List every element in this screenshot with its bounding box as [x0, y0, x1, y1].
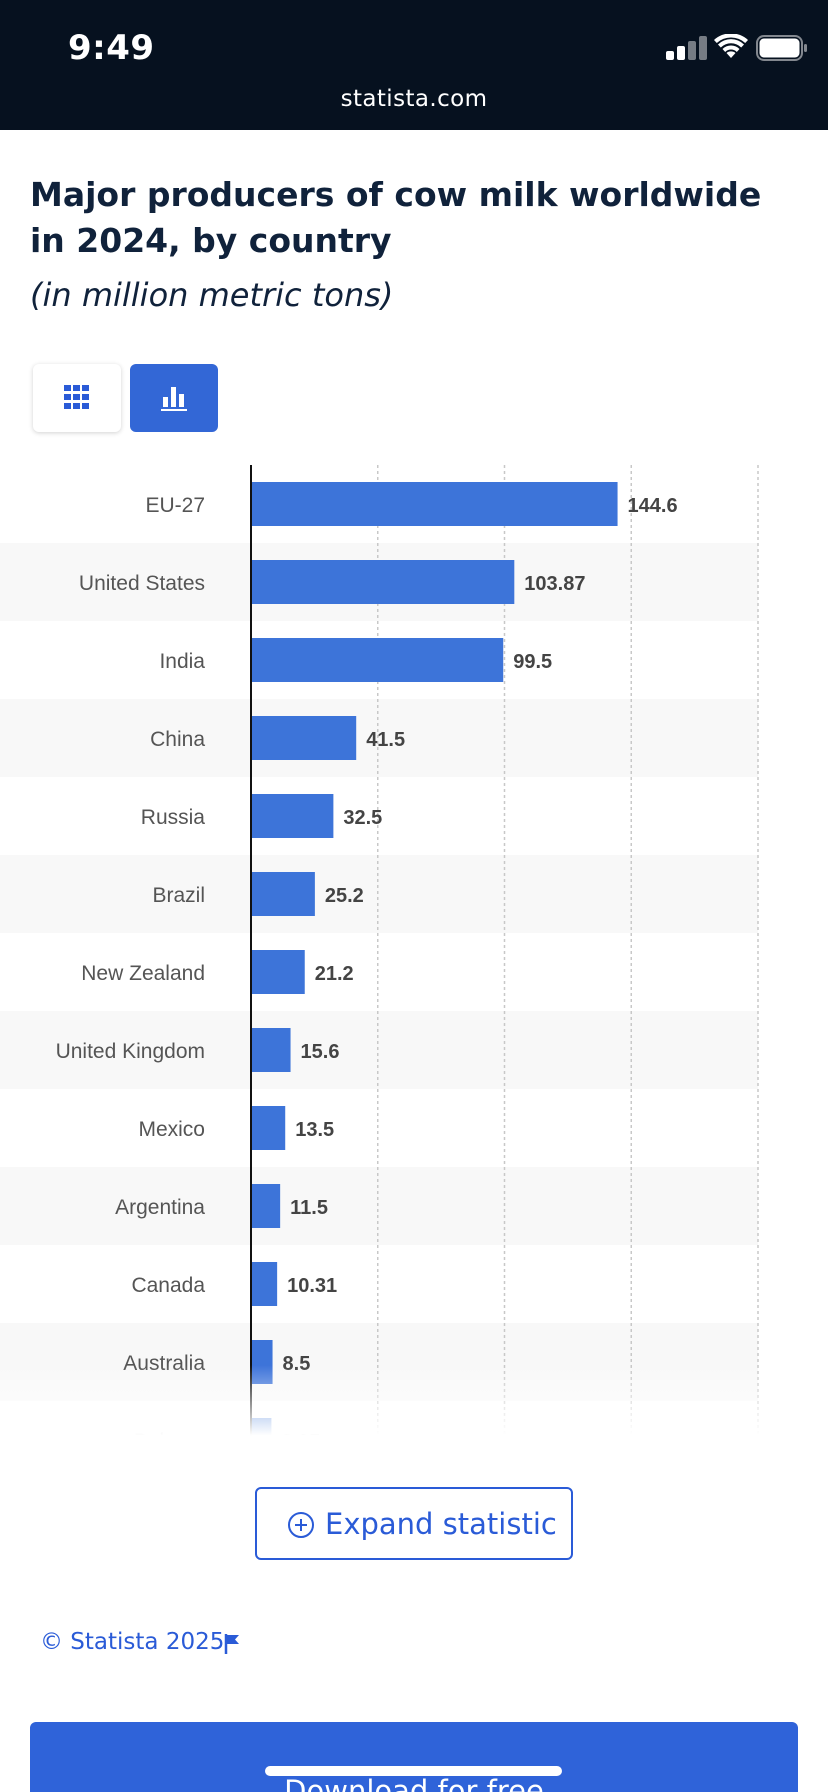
category-label: Belarus [134, 1430, 205, 1445]
page-title: Major producers of cow milk worldwide in… [30, 175, 762, 260]
bar-china [251, 716, 357, 760]
bar-chart-icon [161, 387, 187, 411]
value-label: 103.87 [524, 573, 585, 595]
category-label: Canada [131, 1274, 205, 1297]
category-label: New Zealand [81, 962, 205, 985]
category-label: China [150, 728, 205, 751]
bar-chart: EU-27 144.6 United States 103.87 India 99.5 Ch… [0, 465, 828, 1462]
bar-eu-27 [251, 482, 618, 526]
download-label: Download for free [284, 1774, 544, 1792]
bar-belarus [251, 1418, 272, 1462]
value-label: 8.05 [281, 1431, 320, 1445]
battery-icon [756, 35, 807, 61]
flag-icon[interactable] [224, 1634, 242, 1654]
expand-statistic-button[interactable]: Expand statistic [255, 1487, 573, 1560]
table-grid-icon [64, 385, 89, 409]
bar-australia [251, 1340, 273, 1384]
download-button[interactable]: Download for free [30, 1722, 798, 1792]
bar-canada [251, 1262, 278, 1306]
category-label: EU-27 [145, 494, 205, 517]
bar-new-zealand [251, 950, 305, 994]
bar-russia [251, 794, 334, 838]
status-time: 9:49 [68, 28, 155, 68]
status-icons [646, 34, 807, 64]
value-label: 32.5 [343, 807, 382, 829]
category-label: Australia [123, 1352, 205, 1375]
category-label: United Kingdom [56, 1040, 205, 1063]
value-label: 15.6 [301, 1041, 340, 1063]
bar-brazil [251, 872, 315, 916]
wifi-icon [714, 34, 748, 58]
bar-mexico [251, 1106, 286, 1150]
bar-united-kingdom [251, 1028, 291, 1072]
url-bar[interactable]: statista.com [340, 86, 488, 112]
row-stripe [0, 855, 758, 933]
value-label: 13.5 [295, 1119, 334, 1141]
copyright-link[interactable]: © Statista 2025 [40, 1629, 225, 1655]
bar-india [251, 638, 504, 682]
value-label: 144.6 [628, 495, 678, 517]
chart-view-button[interactable] [130, 364, 218, 432]
value-label: 21.2 [315, 963, 354, 985]
category-label: Russia [141, 806, 206, 829]
expand-statistic-label: Expand statistic [325, 1507, 557, 1541]
value-label: 11.5 [290, 1197, 328, 1219]
bar-united-states [251, 560, 515, 604]
row-stripe [0, 1323, 758, 1401]
status-bar: 9:49 statista.com [0, 0, 828, 130]
category-label: India [159, 650, 205, 673]
category-label: Mexico [138, 1118, 205, 1141]
table-view-button[interactable] [33, 364, 121, 432]
value-label: 8.5 [283, 1353, 311, 1375]
chart-subtitle: (in million metric tons) [30, 276, 394, 314]
category-label: Brazil [152, 884, 205, 907]
category-label: United States [79, 572, 205, 595]
value-label: 10.31 [287, 1275, 337, 1297]
category-label: Argentina [115, 1196, 205, 1219]
plus-circle-icon [288, 1512, 314, 1538]
value-label: 41.5 [366, 729, 405, 751]
chart-svg: EU-27 144.6 United States 103.87 India 99.5 Ch… [0, 465, 759, 1462]
value-label: 99.5 [513, 651, 552, 673]
home-indicator [265, 1766, 562, 1776]
row-stripe [0, 1167, 758, 1245]
value-label: 25.2 [325, 885, 364, 907]
bar-argentina [251, 1184, 281, 1228]
